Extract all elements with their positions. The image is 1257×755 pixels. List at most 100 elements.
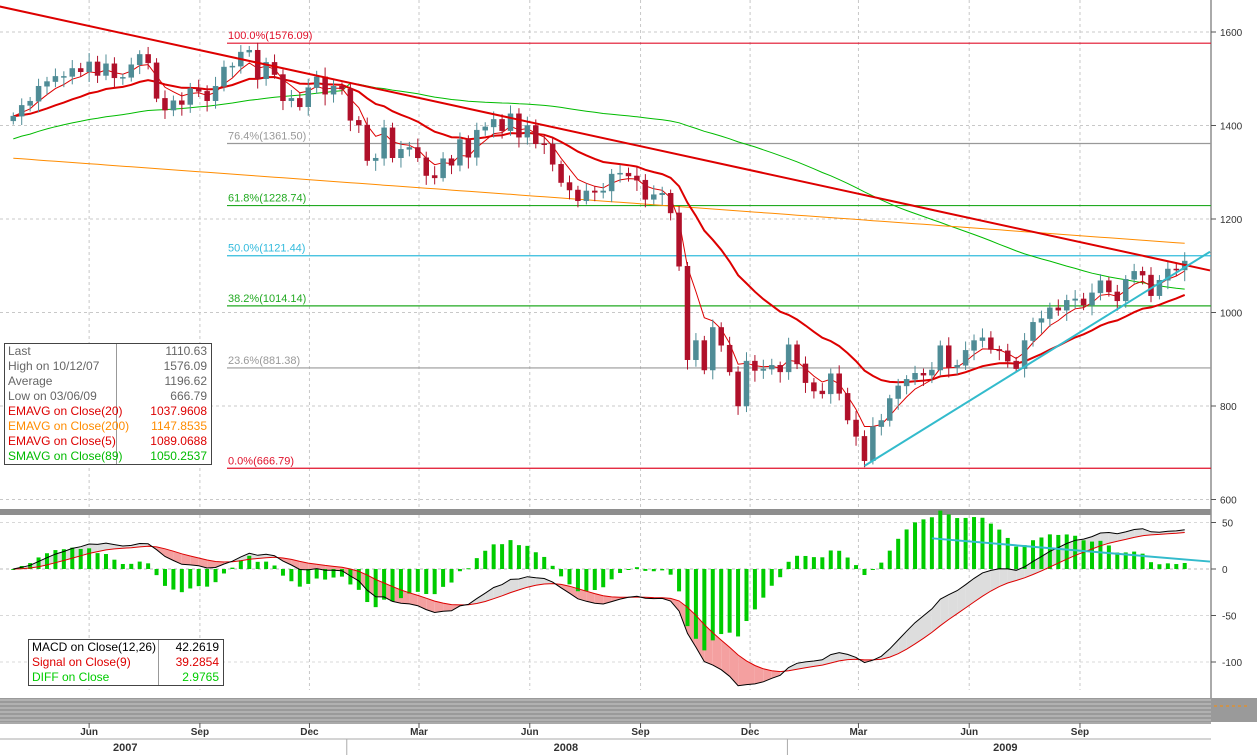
candle-up <box>1122 279 1129 302</box>
legend-label-ema5: EMAVG on Close(5) <box>5 434 117 449</box>
macd-histogram-bar <box>685 569 690 627</box>
macd-fill-segment <box>577 588 587 602</box>
macd-histogram-bar <box>828 550 833 569</box>
macd-label-signal: Signal on Close(9) <box>29 655 159 670</box>
macd-fill-segment <box>38 557 47 567</box>
candle-up <box>27 100 33 106</box>
candle-up <box>482 126 488 131</box>
candle-down <box>195 88 202 92</box>
candle-up <box>507 113 514 131</box>
candle-down <box>1080 298 1087 306</box>
candle-down <box>347 88 354 121</box>
macd-legend: MACD on Close(12,26) 42.2619 Signal on C… <box>28 639 224 686</box>
macd-histogram-bar <box>238 560 243 569</box>
macd-fill-segment <box>476 593 486 604</box>
candle-down <box>94 61 101 76</box>
candle-down <box>777 365 783 373</box>
macd-histogram-bar <box>1182 562 1187 569</box>
macd-fill-segment <box>1125 529 1135 540</box>
macd-fill-segment <box>63 548 73 561</box>
candle-up <box>903 379 910 387</box>
candle-up <box>743 360 750 407</box>
macd-histogram-bar <box>1098 540 1103 569</box>
macd-fill-segment <box>181 553 191 565</box>
candle-down <box>516 113 522 138</box>
macd-fill-segment <box>923 608 932 639</box>
macd-fill-segment <box>240 553 250 561</box>
macd-histogram-bar <box>778 569 783 578</box>
macd-histogram-bar <box>736 569 741 637</box>
price-tick-label: 800 <box>1220 402 1237 413</box>
macd-histogram-bar <box>162 569 167 586</box>
macd-row-signal: Signal on Close(9) 39.2854 <box>29 655 223 670</box>
macd-fill-segment <box>299 561 309 570</box>
legend-row-ema200: EMAVG on Close(200) 1147.8535 <box>5 419 211 434</box>
candle-up <box>1063 300 1070 311</box>
macd-histogram-bar <box>963 517 968 569</box>
macd-fill-segment <box>358 571 368 591</box>
ema20-line <box>13 75 1186 384</box>
macd-histogram-bar <box>1022 545 1027 569</box>
candle-down <box>364 124 370 161</box>
candle-down <box>752 360 758 371</box>
macd-fill-segment <box>198 558 208 568</box>
macd-histogram-bar <box>567 569 572 585</box>
candle-down <box>988 337 994 350</box>
macd-histogram-bar <box>626 569 631 570</box>
macd-fill-segment <box>426 598 435 613</box>
macd-fill-segment <box>763 668 772 682</box>
macd-histogram-bar <box>373 569 378 608</box>
time-tick-label: Jun <box>521 727 539 738</box>
macd-histogram-bar <box>862 569 867 576</box>
macd-histogram-bar <box>11 569 16 570</box>
candle-down <box>153 62 160 99</box>
macd-histogram-bar <box>500 544 505 569</box>
candle-down <box>701 340 708 371</box>
candle-up <box>490 119 497 128</box>
macd-histogram-bar <box>441 569 446 587</box>
macd-histogram-bar <box>449 569 454 583</box>
macd-fill-segment <box>561 584 570 594</box>
stats-label-average: Average <box>5 374 117 389</box>
candle-up <box>608 173 615 192</box>
macd-histogram-bar <box>879 562 884 569</box>
macd-histogram-bar <box>221 569 226 574</box>
legend-row-ema20: EMAVG on Close(20) 1037.9608 <box>5 404 211 419</box>
candle-down <box>1055 307 1062 311</box>
macd-label-diff: DIFF on Close <box>29 670 159 685</box>
candle-up <box>1131 271 1137 280</box>
macd-fill-segment <box>485 587 494 602</box>
macd-fill-segment <box>417 595 427 610</box>
macd-histogram-bar <box>609 569 614 580</box>
macd-value-signal: 39.2854 <box>175 655 219 669</box>
candle-down <box>558 164 564 183</box>
candle-up <box>440 158 446 179</box>
year-label: 2007 <box>113 742 137 754</box>
macd-histogram-bar <box>1115 552 1120 569</box>
candle-down <box>179 100 185 105</box>
candle-up <box>583 190 590 202</box>
candle-up <box>187 88 194 105</box>
candle-up <box>887 398 893 421</box>
candle-down <box>1004 350 1011 362</box>
macd-fill-segment <box>788 663 797 671</box>
candle-up <box>962 350 969 366</box>
candle-up <box>52 76 59 82</box>
macd-histogram-bar <box>247 555 252 569</box>
macd-fill-segment <box>443 603 452 612</box>
macd-histogram-bar <box>1056 534 1061 569</box>
sma89-line <box>13 82 1185 290</box>
candle-up <box>828 373 834 395</box>
macd-histogram-bar <box>289 569 294 582</box>
downtrend-trendline <box>0 5 1211 272</box>
macd-fill-segment <box>813 659 823 667</box>
macd-fill-segment <box>898 631 907 654</box>
macd-fill-segment <box>847 654 856 660</box>
candle-up <box>1030 322 1036 341</box>
time-tick-label: Mar <box>850 727 868 738</box>
macd-fill-segment <box>493 584 503 599</box>
macd-fill-segment <box>982 570 991 597</box>
macd-histogram-bar <box>727 569 732 633</box>
macd-histogram-bar <box>1014 546 1019 569</box>
fib-label: 38.2%(1014.14) <box>228 293 306 305</box>
